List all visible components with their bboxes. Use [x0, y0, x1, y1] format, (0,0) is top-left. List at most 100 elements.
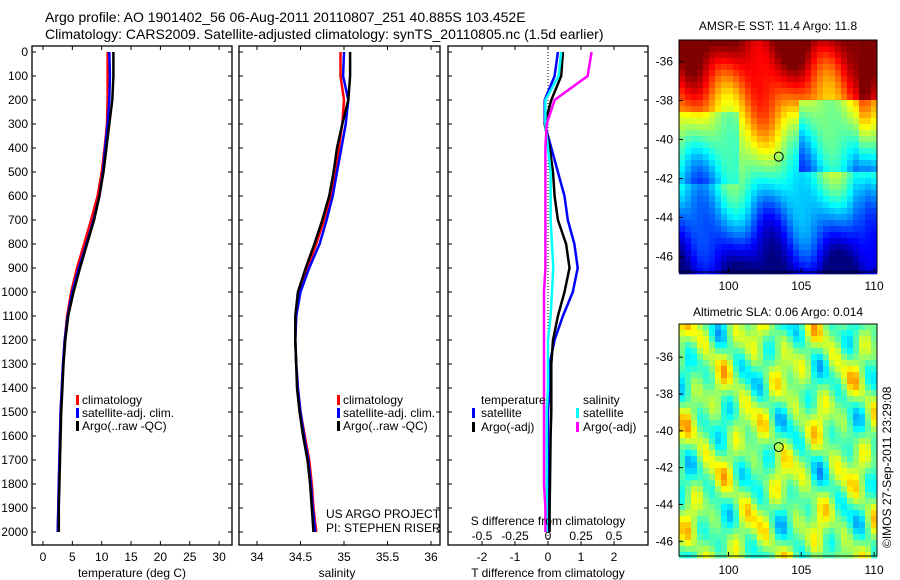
- map-cell: [817, 480, 824, 487]
- map-cell: [793, 378, 800, 385]
- map-cell: [709, 378, 716, 385]
- map-cell: [691, 214, 698, 221]
- map-cell: [871, 232, 878, 239]
- map-cell: [745, 106, 752, 113]
- map-cell: [733, 396, 740, 403]
- map-cell: [709, 88, 716, 95]
- map-cell: [841, 238, 848, 245]
- map-cell: [745, 444, 752, 451]
- map-cell: [805, 208, 812, 215]
- map-cell: [781, 220, 788, 227]
- map-cell: [733, 100, 740, 107]
- map-cell: [871, 100, 878, 107]
- map-cell: [835, 474, 842, 481]
- map-cell: [865, 534, 872, 541]
- map-cell: [769, 172, 776, 179]
- map-cell: [787, 324, 794, 331]
- map-cell: [703, 262, 710, 269]
- legend-salinity-header: salinity: [583, 393, 620, 407]
- map-cell: [721, 172, 728, 179]
- map-cell: [799, 546, 806, 553]
- map-cell: [865, 160, 872, 167]
- map-cell: [847, 366, 854, 373]
- map-cell: [835, 94, 842, 101]
- map-cell: [793, 516, 800, 523]
- map-cell: [763, 226, 770, 233]
- map-cell: [817, 528, 824, 535]
- map-cell: [769, 384, 776, 391]
- map-cell: [685, 46, 692, 53]
- map-cell: [727, 148, 734, 155]
- map-cell: [811, 130, 818, 137]
- map-cell: [733, 486, 740, 493]
- map-cell: [793, 100, 800, 107]
- map-cell: [739, 498, 746, 505]
- map-cell: [691, 516, 698, 523]
- map-cell: [823, 480, 830, 487]
- map-cell: [805, 372, 812, 379]
- map-cell: [691, 492, 698, 499]
- map-cell: [703, 504, 710, 511]
- map-cell: [733, 354, 740, 361]
- map-cell: [781, 202, 788, 209]
- map-cell: [751, 360, 758, 367]
- map-cell: [865, 348, 872, 355]
- map-cell: [787, 124, 794, 131]
- map-cell: [679, 40, 686, 47]
- map-cell: [823, 52, 830, 59]
- map-cell: [763, 112, 770, 119]
- map-cell: [709, 166, 716, 173]
- map-cell: [697, 112, 704, 119]
- map-cell: [685, 106, 692, 113]
- map-cell: [781, 522, 788, 529]
- map-cell: [733, 390, 740, 397]
- map-cell: [853, 94, 860, 101]
- map-cell: [811, 238, 818, 245]
- map-cell: [859, 444, 866, 451]
- map-cell: [685, 402, 692, 409]
- map-cell: [769, 250, 776, 257]
- map-cell: [697, 214, 704, 221]
- map-cell: [859, 438, 866, 445]
- map-cell: [823, 486, 830, 493]
- map-cell: [823, 46, 830, 53]
- map-cell: [871, 178, 878, 185]
- map-cell: [733, 154, 740, 161]
- map-cell: [817, 106, 824, 113]
- map-cell: [697, 534, 704, 541]
- map-cell: [835, 118, 842, 125]
- map-cell: [799, 408, 806, 415]
- map-cell: [829, 330, 836, 337]
- map-cell: [847, 456, 854, 463]
- map-cell: [853, 414, 860, 421]
- map-cell: [763, 244, 770, 251]
- map-cell: [745, 432, 752, 439]
- map-cell: [739, 208, 746, 215]
- lat-tick-label: -40: [656, 424, 674, 438]
- map-cell: [685, 184, 692, 191]
- map-cell: [775, 256, 782, 263]
- map-cell: [703, 498, 710, 505]
- map-cell: [757, 184, 764, 191]
- map-cell: [817, 540, 824, 547]
- map-cell: [745, 58, 752, 65]
- map-cell: [679, 244, 686, 251]
- map-cell: [793, 52, 800, 59]
- map-cell: [709, 262, 716, 269]
- map-cell: [691, 342, 698, 349]
- map-cell: [697, 250, 704, 257]
- map-cell: [871, 516, 878, 523]
- map-cell: [799, 208, 806, 215]
- depth-tick-label: 100: [8, 69, 28, 83]
- map-cell: [769, 546, 776, 553]
- map-cell: [793, 438, 800, 445]
- map-cell: [739, 76, 746, 83]
- map-cell: [853, 456, 860, 463]
- map-cell: [703, 474, 710, 481]
- map-cell: [787, 118, 794, 125]
- map-cell: [853, 522, 860, 529]
- map-cell: [739, 172, 746, 179]
- map-cell: [787, 190, 794, 197]
- map-cell: [853, 468, 860, 475]
- map-cell: [829, 154, 836, 161]
